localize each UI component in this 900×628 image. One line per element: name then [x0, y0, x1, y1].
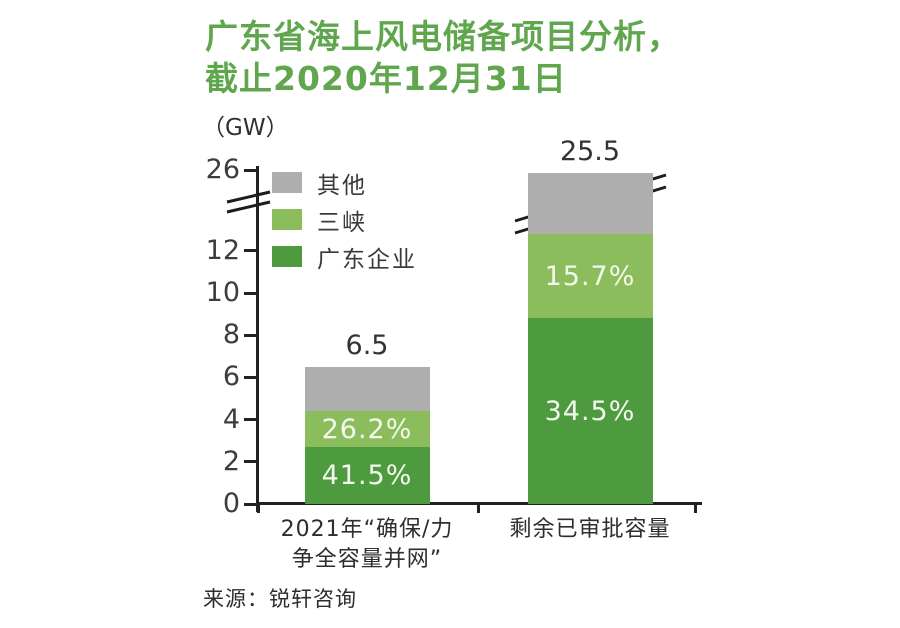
x-axis-category-label: 2021年“确保/力 争全容量并网”	[247, 515, 487, 575]
segment-percent-label: 26.2%	[321, 413, 413, 445]
bar-segment-广东企业: 41.5%	[304, 447, 430, 504]
segment-percent-label: 41.5%	[321, 460, 413, 492]
bar-total-label: 25.5	[559, 136, 621, 167]
legend-label: 三峡	[317, 209, 367, 236]
y-axis-break-slash-1	[226, 190, 271, 204]
legend-swatch-icon	[272, 246, 302, 267]
bar-segment-三峡: 15.7%	[527, 233, 653, 319]
legend-item: 三峡	[272, 209, 417, 236]
y-axis-tick-label: 4	[222, 403, 240, 435]
y-axis-tick	[244, 418, 257, 422]
legend-item: 其他	[272, 172, 417, 199]
y-axis-line	[256, 166, 259, 512]
y-axis-tick-label: 8	[222, 319, 240, 351]
legend-swatch-icon	[272, 172, 302, 193]
legend-item: 广东企业	[272, 246, 417, 273]
legend-swatch-icon	[272, 209, 302, 230]
segment-percent-label: 34.5%	[544, 395, 636, 427]
chart-title-line2: 截止2020年12月31日	[205, 59, 567, 98]
chart-title: 广东省海上风电储备项目分析， 截止2020年12月31日	[205, 16, 681, 100]
bar-segment-其他	[527, 173, 653, 234]
y-axis-break-slash-2	[226, 200, 271, 214]
y-axis-tick-label: 10	[205, 277, 240, 308]
y-axis-tick	[244, 249, 257, 253]
y-axis-tick	[244, 502, 257, 506]
bar-segment-三峡: 26.2%	[304, 411, 430, 448]
x-axis-category-label-line: 2021年“确保/力	[280, 517, 454, 542]
bar-total-label: 6.5	[345, 329, 389, 361]
bar-segment-广东企业: 34.5%	[527, 318, 653, 504]
legend-label: 广东企业	[317, 246, 417, 273]
y-axis-unit-label: （GW）	[202, 115, 289, 141]
source-note: 来源：锐轩咨询	[203, 587, 357, 611]
x-axis-category-label: 剩余已审批容量	[470, 515, 710, 545]
y-axis-tick-label: 6	[222, 361, 240, 393]
y-axis-tick-label: 26	[205, 154, 240, 185]
x-axis-category-label-line: 剩余已审批容量	[509, 517, 671, 542]
y-axis-tick-label: 12	[205, 234, 240, 266]
x-axis-tick	[477, 503, 480, 513]
y-axis-tick	[244, 460, 257, 464]
legend: 其他 三峡 广东企业	[272, 172, 417, 283]
y-axis-tick	[244, 333, 257, 337]
x-axis-tick	[257, 503, 260, 513]
segment-percent-label: 15.7%	[544, 260, 636, 292]
y-axis-tick-label: 0	[222, 488, 240, 519]
y-axis-tick	[244, 291, 257, 295]
bar-segment-其他	[304, 366, 430, 412]
y-axis-tick	[244, 168, 257, 172]
chart-title-line1: 广东省海上风电储备项目分析，	[205, 17, 681, 56]
x-axis-category-label-line: 争全容量并网”	[291, 547, 443, 572]
y-axis-tick	[244, 375, 257, 379]
y-axis-tick-label: 2	[222, 445, 240, 477]
legend-label: 其他	[317, 172, 367, 199]
x-axis-tick	[694, 503, 697, 513]
